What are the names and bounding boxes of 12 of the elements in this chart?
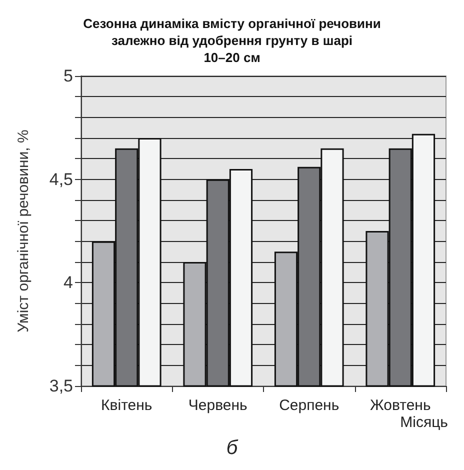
- y-tick-label: 5: [64, 66, 73, 86]
- x-tick-label: Серпень: [279, 397, 340, 414]
- x-tick-label: Жовтень: [370, 397, 431, 414]
- y-axis-title: Уміст органічної речовини, %: [15, 130, 32, 332]
- y-tick-label: 4: [64, 273, 73, 292]
- text: б: [226, 437, 238, 459]
- y-tick-label: 4,5: [49, 170, 73, 189]
- x-axis-title: Місяць: [400, 414, 448, 431]
- chart-title: Сезонна динаміка вмісту органічної речовини залежно від удобрення грунту в шарі 10–20 см: [83, 16, 381, 65]
- y-tick-label: 3,5: [49, 376, 73, 396]
- x-tick-label: Квітень: [101, 397, 152, 414]
- x-tick-label: Червень: [188, 397, 248, 414]
